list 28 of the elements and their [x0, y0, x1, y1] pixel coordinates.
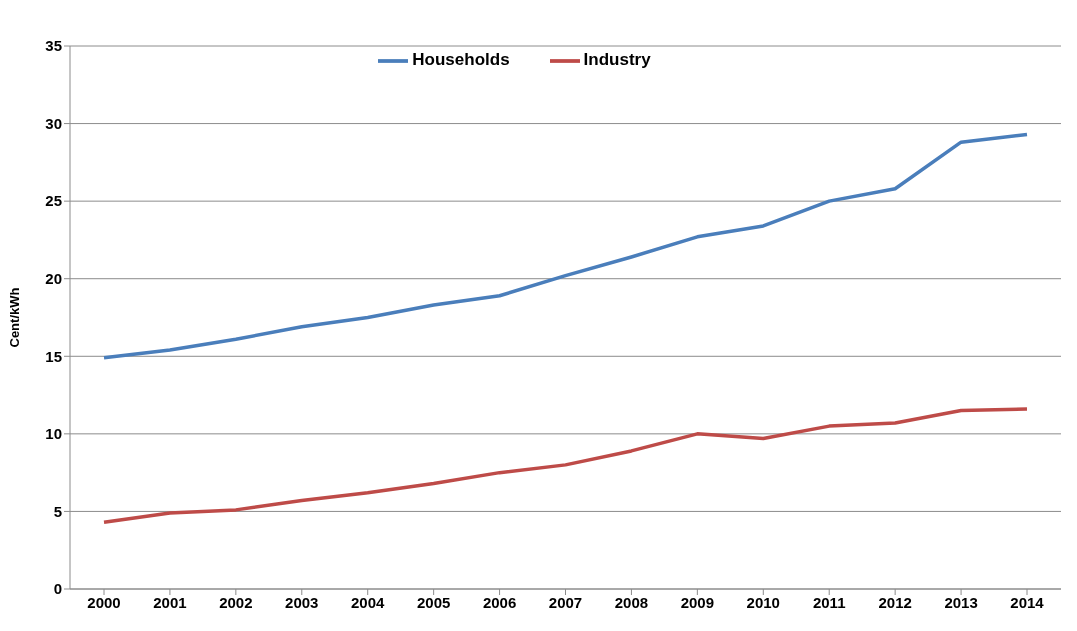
x-tick-label: 2002: [219, 593, 253, 611]
x-tick-label: 2012: [878, 593, 912, 611]
y-axis-title: Cent/kWh: [6, 287, 22, 348]
x-tick-label: 2013: [944, 593, 978, 611]
y-tick-label: 35: [45, 37, 62, 55]
x-tick-label: 2000: [87, 593, 121, 611]
x-tick-label: 2014: [1010, 593, 1045, 611]
y-tick-label: 30: [45, 114, 62, 132]
x-tick-label: 2006: [482, 593, 517, 611]
y-tick-label: 25: [45, 192, 62, 210]
x-tick-label: 2003: [285, 593, 319, 611]
x-tick-label: 2007: [548, 593, 583, 611]
y-tick-label: 0: [53, 580, 62, 598]
legend-label: Industry: [583, 50, 651, 70]
y-tick-label: 5: [53, 502, 62, 520]
legend-label: Households: [412, 50, 510, 70]
line-series: [102, 132, 1029, 360]
x-tick-label: 2004: [351, 593, 386, 611]
x-tick-label: 2001: [153, 593, 187, 611]
x-tick-label: 2010: [746, 593, 780, 611]
y-tick-label: 10: [45, 425, 62, 443]
y-tick-label: 20: [45, 270, 62, 288]
x-tick-label: 2011: [812, 593, 846, 611]
x-tick-label: 2008: [614, 593, 649, 611]
x-tick-label: 2005: [416, 593, 451, 611]
line-series: [102, 407, 1029, 525]
x-tick-label: 2009: [680, 593, 715, 611]
y-tick-label: 15: [45, 347, 62, 365]
